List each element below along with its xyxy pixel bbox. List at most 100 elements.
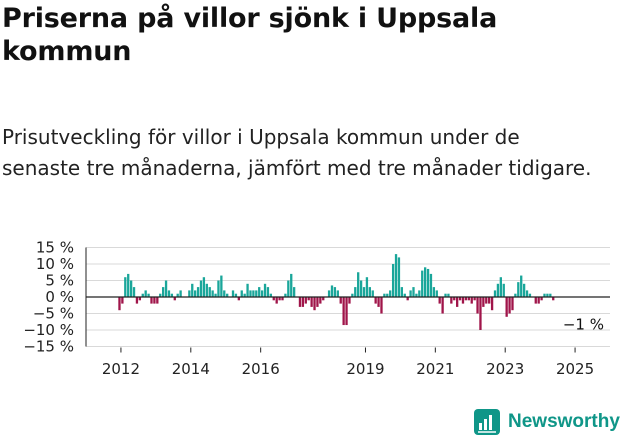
chart-bar	[508, 297, 511, 314]
chart-bar	[435, 290, 438, 297]
chart-bar	[502, 283, 505, 297]
chart-bar	[156, 297, 159, 304]
chart-bar	[249, 290, 252, 297]
x-tick-label: 2014	[172, 360, 210, 378]
chart-bar	[260, 290, 264, 297]
chart-bar	[552, 297, 555, 301]
chart-bar	[211, 290, 214, 297]
chart-bar	[150, 297, 153, 304]
chart-bar	[470, 297, 473, 304]
chart-bar	[202, 277, 206, 297]
chart-bar	[153, 297, 156, 304]
chart-bar	[263, 283, 267, 297]
chart-bar	[316, 297, 319, 307]
chart-bar	[179, 290, 182, 297]
chart-bar	[208, 287, 211, 297]
chart-bar	[199, 280, 203, 297]
chart-bar	[432, 287, 436, 297]
chart-bar	[330, 285, 334, 297]
chart-bar	[246, 283, 249, 297]
chart-bar	[374, 297, 377, 304]
chart-bar	[351, 293, 354, 297]
chart-bar	[301, 297, 305, 307]
chart-bar	[176, 293, 179, 297]
chart-bar	[121, 297, 124, 304]
chart-bar	[319, 297, 322, 304]
chart-bar	[252, 290, 255, 297]
chart-bar	[444, 293, 447, 297]
y-tick-label: −10 %	[23, 321, 74, 339]
chart-bar	[453, 297, 456, 301]
chart-bar	[546, 293, 549, 297]
chart-bar	[461, 297, 465, 304]
chart-bar	[223, 290, 226, 297]
chart-bar	[450, 297, 453, 304]
chart-bar	[348, 297, 351, 304]
last-value-label: −1 %	[563, 315, 604, 333]
chart-bar	[304, 297, 307, 304]
chart-bar	[534, 297, 537, 304]
chart-bar	[441, 297, 444, 314]
chart-bar	[240, 290, 243, 297]
chart-bar	[511, 297, 514, 311]
chart-bar	[269, 293, 273, 297]
y-tick-label: 5 %	[45, 272, 74, 290]
chart-bar	[161, 287, 165, 297]
chart-bar	[354, 287, 357, 297]
chart-bar	[514, 293, 517, 297]
chart-bar	[493, 290, 497, 297]
chart-bar	[415, 293, 418, 297]
chart-bar	[380, 297, 383, 314]
chart-bar	[342, 297, 345, 326]
chart-bar	[418, 290, 421, 297]
chart-bar	[281, 297, 284, 301]
chart-bar	[135, 297, 139, 304]
chart-bar	[243, 293, 246, 297]
chart-bar	[298, 297, 302, 307]
chart-bar	[118, 297, 121, 311]
chart-bar	[333, 287, 337, 297]
chart-bar	[476, 297, 479, 314]
chart-bar	[124, 277, 127, 297]
chart-bar	[132, 287, 136, 297]
chart-bar	[482, 297, 485, 307]
chart-bar	[345, 297, 348, 326]
chart-bar	[479, 297, 482, 330]
chart-bar	[371, 290, 374, 297]
chart-bar	[426, 268, 430, 297]
chart-bar	[167, 290, 171, 297]
chart-bar	[322, 297, 325, 301]
chart-bar	[266, 287, 270, 297]
chart-bar	[141, 293, 144, 297]
chart-bar	[220, 275, 223, 297]
chart-bar	[377, 297, 380, 307]
chart-bar	[278, 297, 281, 301]
chart-bar	[191, 283, 194, 297]
chart-bar	[357, 272, 360, 297]
chart-bar	[292, 287, 296, 297]
bar-chart: 15 %10 %5 %0 %−5 %−10 %−15 % 2012 2014 2016…	[23, 239, 610, 378]
chart-bar	[473, 297, 476, 301]
chart-bar	[409, 290, 412, 297]
chart-bar	[147, 293, 150, 297]
chart-bar	[194, 290, 197, 297]
chart-bar	[383, 293, 386, 297]
chart-bar	[386, 293, 389, 297]
chart-bar	[520, 275, 523, 297]
chart-bar	[170, 293, 174, 297]
y-tick-label: 0 %	[45, 288, 74, 306]
chart-bar	[490, 297, 494, 311]
chart-bar	[313, 297, 316, 311]
x-tick-label: 2019	[346, 360, 384, 378]
chart-bar	[336, 290, 339, 297]
chart-bar	[549, 293, 552, 297]
chart-bar	[164, 280, 168, 297]
brand-name: Newsworthy	[508, 411, 620, 432]
chart-bar	[505, 297, 508, 317]
chart-bar	[290, 273, 293, 297]
y-tick-label: −15 %	[23, 338, 74, 356]
chart-bar	[421, 270, 424, 297]
chart-bar	[284, 293, 287, 297]
chart-bar	[499, 277, 502, 297]
chart-bar	[205, 283, 208, 297]
